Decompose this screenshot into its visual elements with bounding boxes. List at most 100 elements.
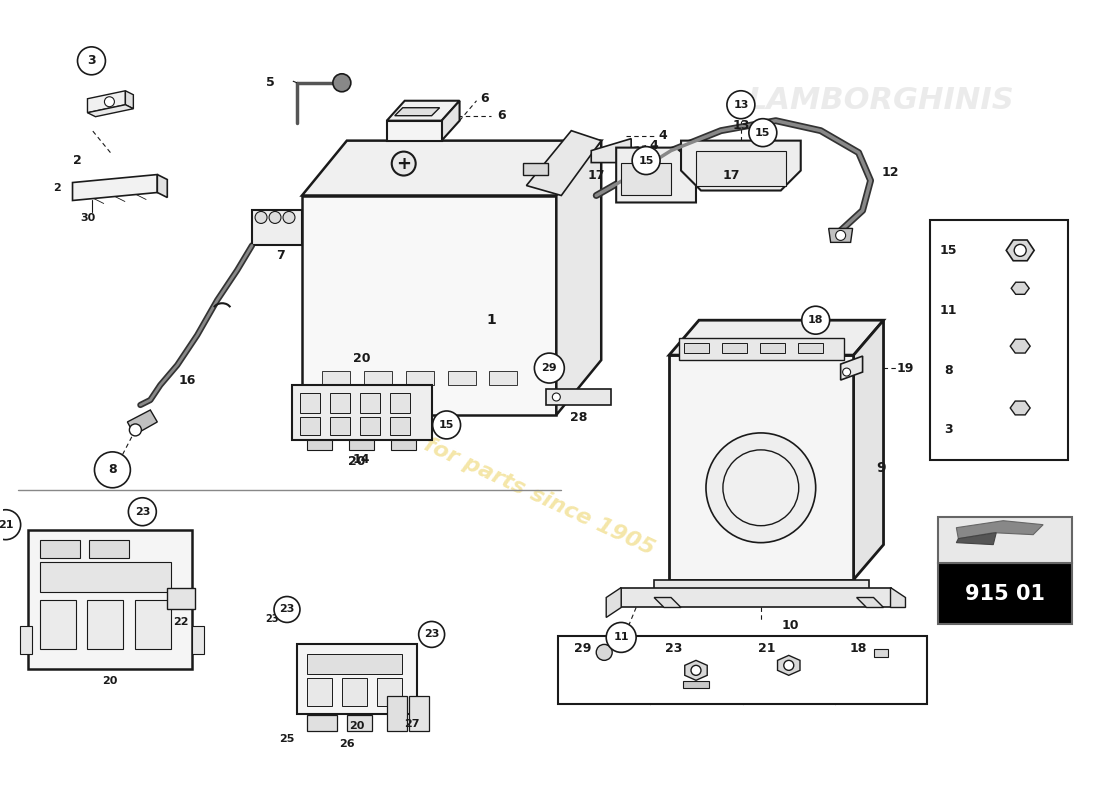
Polygon shape: [302, 141, 602, 195]
Circle shape: [333, 74, 351, 92]
Polygon shape: [387, 101, 460, 121]
Circle shape: [129, 498, 156, 526]
Polygon shape: [669, 355, 854, 579]
Circle shape: [749, 118, 777, 146]
Circle shape: [606, 622, 636, 652]
Text: 12: 12: [882, 166, 900, 179]
Text: 3: 3: [87, 54, 96, 67]
Circle shape: [836, 230, 846, 240]
Text: 23: 23: [134, 506, 150, 517]
Text: 18: 18: [850, 642, 867, 655]
Bar: [349, 440, 374, 450]
Bar: [621, 162, 671, 194]
Circle shape: [130, 424, 142, 436]
Bar: [387, 696, 407, 731]
Bar: [40, 540, 79, 558]
Polygon shape: [1006, 240, 1034, 261]
Text: 13: 13: [734, 100, 749, 110]
Bar: [621, 587, 891, 607]
Polygon shape: [857, 598, 883, 607]
Text: 15: 15: [755, 128, 770, 138]
Polygon shape: [828, 229, 852, 242]
Text: 30: 30: [80, 214, 95, 223]
Bar: [683, 682, 710, 688]
Circle shape: [723, 450, 799, 526]
Text: 7: 7: [276, 249, 285, 262]
Polygon shape: [387, 121, 441, 141]
Polygon shape: [128, 410, 157, 435]
Circle shape: [784, 660, 794, 670]
Text: 19: 19: [896, 362, 914, 374]
Text: 26: 26: [339, 739, 354, 749]
Polygon shape: [654, 598, 681, 607]
Circle shape: [632, 146, 660, 174]
Polygon shape: [125, 90, 133, 109]
Bar: [389, 417, 409, 435]
Bar: [167, 587, 195, 610]
Circle shape: [727, 90, 755, 118]
Text: 8: 8: [108, 463, 117, 476]
Bar: [89, 540, 130, 558]
Text: 22: 22: [174, 618, 189, 627]
Bar: [40, 562, 172, 591]
Bar: [938, 562, 1072, 625]
Text: 2: 2: [53, 182, 60, 193]
Polygon shape: [606, 587, 621, 618]
Circle shape: [274, 597, 300, 622]
Bar: [524, 162, 549, 174]
Circle shape: [392, 152, 416, 175]
Bar: [330, 417, 350, 435]
Bar: [390, 440, 416, 450]
Text: 8: 8: [944, 363, 953, 377]
Bar: [307, 440, 332, 450]
Text: 27: 27: [404, 719, 419, 730]
Text: 29: 29: [541, 363, 558, 373]
Bar: [292, 385, 431, 440]
Text: 17: 17: [587, 169, 605, 182]
Text: 15: 15: [638, 155, 653, 166]
Text: 4: 4: [659, 129, 668, 142]
Text: 18: 18: [807, 315, 824, 325]
Text: 23: 23: [666, 642, 683, 655]
Circle shape: [596, 645, 613, 660]
Polygon shape: [956, 521, 1043, 538]
Polygon shape: [854, 320, 883, 579]
Bar: [448, 371, 475, 385]
Polygon shape: [1011, 282, 1030, 294]
Text: 3: 3: [944, 423, 953, 437]
Polygon shape: [654, 579, 869, 598]
Bar: [28, 530, 192, 670]
Circle shape: [0, 510, 21, 540]
Text: +: +: [396, 154, 411, 173]
Circle shape: [535, 353, 564, 383]
Circle shape: [706, 433, 816, 542]
Bar: [931, 221, 1068, 460]
Bar: [297, 645, 417, 714]
Text: a passion for parts since 1905: a passion for parts since 1905: [306, 381, 658, 559]
Text: 915 01: 915 01: [965, 583, 1045, 603]
Circle shape: [283, 211, 295, 223]
Circle shape: [432, 411, 461, 439]
Bar: [192, 626, 205, 654]
Bar: [300, 393, 320, 413]
Bar: [307, 678, 332, 706]
Text: 14: 14: [353, 454, 371, 466]
Text: 16: 16: [178, 374, 196, 386]
Bar: [559, 637, 927, 704]
Bar: [409, 696, 429, 731]
Polygon shape: [778, 655, 800, 675]
Text: 6: 6: [497, 109, 506, 122]
Text: 11: 11: [614, 633, 629, 642]
Text: 23: 23: [279, 605, 295, 614]
Bar: [679, 338, 844, 360]
Bar: [798, 343, 823, 353]
Polygon shape: [73, 174, 157, 201]
Polygon shape: [840, 356, 862, 380]
Text: 20: 20: [349, 722, 364, 731]
Bar: [360, 393, 379, 413]
Bar: [406, 371, 433, 385]
Circle shape: [843, 368, 850, 376]
Bar: [360, 417, 379, 435]
Bar: [377, 678, 402, 706]
Text: 20: 20: [101, 676, 117, 686]
